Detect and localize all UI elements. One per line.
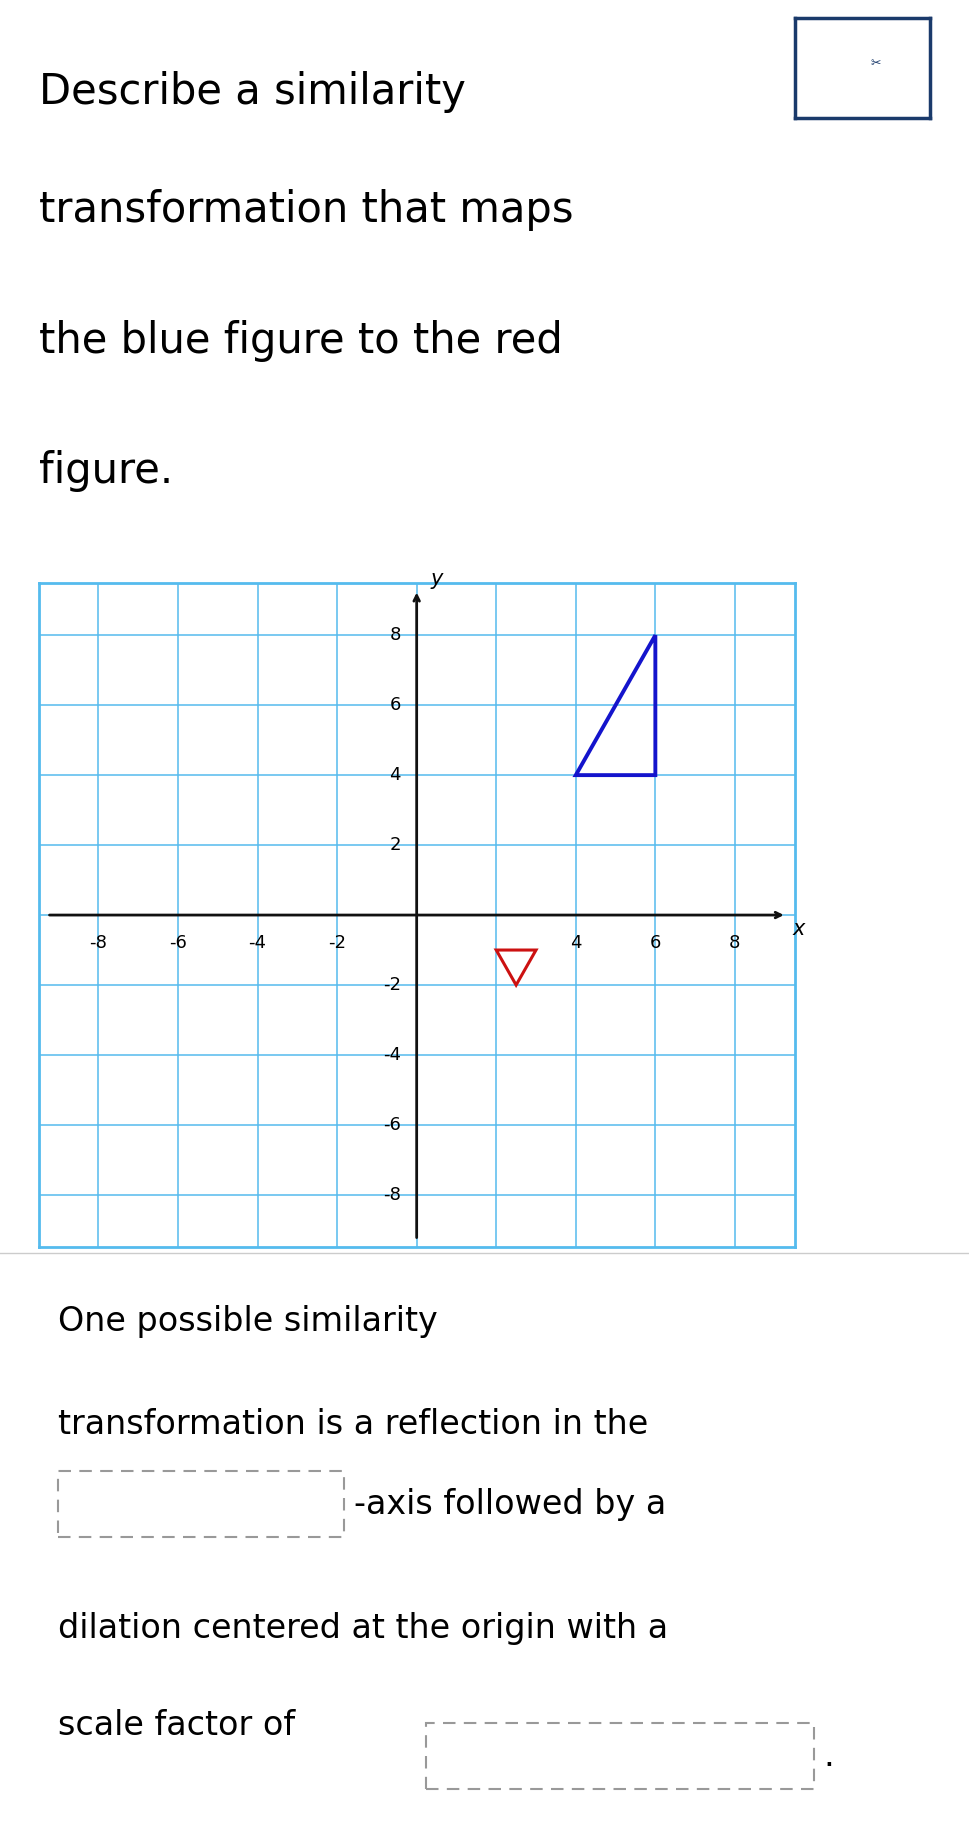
Text: Describe a similarity: Describe a similarity: [39, 71, 466, 113]
Text: figure.: figure.: [39, 450, 172, 492]
Text: -6: -6: [383, 1116, 401, 1134]
Text: 2: 2: [390, 836, 401, 854]
Text: -4: -4: [383, 1045, 401, 1063]
FancyBboxPatch shape: [426, 1723, 814, 1790]
Text: scale factor of: scale factor of: [58, 1710, 296, 1743]
Text: 8: 8: [390, 626, 401, 645]
Text: 6: 6: [649, 934, 661, 952]
Text: dilation centered at the origin with a: dilation centered at the origin with a: [58, 1612, 669, 1644]
FancyBboxPatch shape: [58, 1471, 344, 1537]
Text: the blue figure to the red: the blue figure to the red: [39, 320, 563, 362]
Text: 4: 4: [570, 934, 581, 952]
Text: 6: 6: [390, 696, 401, 714]
Text: -6: -6: [169, 934, 187, 952]
Text: ✂: ✂: [871, 56, 881, 69]
Text: 8: 8: [730, 934, 740, 952]
Text: .: .: [824, 1741, 834, 1774]
Text: 4: 4: [390, 767, 401, 785]
Polygon shape: [496, 951, 536, 985]
Text: -2: -2: [383, 976, 401, 994]
Text: -8: -8: [383, 1185, 401, 1204]
Text: -2: -2: [328, 934, 346, 952]
Text: -4: -4: [249, 934, 266, 952]
Text: x: x: [793, 920, 804, 940]
Text: One possible similarity: One possible similarity: [58, 1304, 438, 1338]
Text: transformation that maps: transformation that maps: [39, 189, 574, 231]
Text: -8: -8: [89, 934, 108, 952]
Text: y: y: [430, 570, 443, 590]
Text: -axis followed by a: -axis followed by a: [354, 1488, 666, 1521]
Text: transformation is a reflection in the: transformation is a reflection in the: [58, 1408, 648, 1440]
